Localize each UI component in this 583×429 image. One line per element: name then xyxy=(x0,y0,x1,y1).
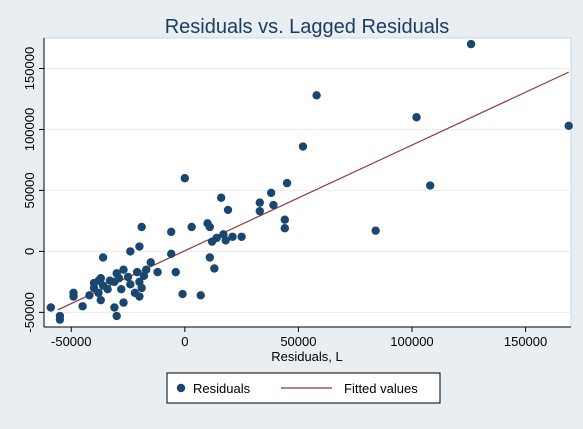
scatter-point-50 xyxy=(126,280,135,289)
scatter-point-39 xyxy=(119,265,128,274)
scatter-point-35 xyxy=(153,267,162,277)
scatter-point-30 xyxy=(167,249,176,259)
scatter-point-13 xyxy=(223,205,233,215)
scatter-point-64 xyxy=(78,302,87,311)
axes: -50000 0 50000 100000 150000 -50000 0 50000 1000… xyxy=(22,38,571,349)
y-tick-label-2: 50000 xyxy=(22,172,37,208)
scatter-point-28 xyxy=(135,242,144,251)
scatter-point-27 xyxy=(207,237,217,246)
scatter-point-58 xyxy=(85,291,94,300)
scatter-point-67 xyxy=(112,311,121,321)
x-tick-label-4: 150000 xyxy=(504,334,547,349)
scatter-point-29 xyxy=(126,247,135,256)
scatter-point-4 xyxy=(298,142,308,151)
scatter-point-38 xyxy=(132,267,142,277)
scatter-point-66 xyxy=(110,303,119,312)
scatter-point-48 xyxy=(110,277,119,287)
scatter-point-26 xyxy=(221,236,230,245)
scatter-point-41 xyxy=(139,271,149,280)
scatter-point-61 xyxy=(196,291,205,300)
x-axis-label: Residuals, L xyxy=(271,349,343,364)
scatter-point-21 xyxy=(167,227,176,237)
scatter-point-60 xyxy=(178,289,187,299)
scatter-point-19 xyxy=(280,224,289,233)
scatter-point-12 xyxy=(269,200,278,210)
scatter-point-0 xyxy=(466,39,476,49)
scatter-point-63 xyxy=(119,298,128,307)
plot-area xyxy=(43,37,572,328)
legend-fitted-label: Fitted values xyxy=(344,381,418,396)
x-tick-label-1: 0 xyxy=(181,334,188,349)
y-tick-label-1: 0 xyxy=(22,248,37,255)
scatter-point-8 xyxy=(282,178,292,188)
scatter-point-54 xyxy=(117,284,126,294)
scatter-point-11 xyxy=(255,198,264,207)
scatter-point-52 xyxy=(137,283,146,293)
x-tick-label-2: 50000 xyxy=(280,334,316,349)
scatter-point-9 xyxy=(266,188,276,198)
scatter-point-1 xyxy=(312,91,321,100)
scatter-point-2 xyxy=(412,113,421,122)
scatter-point-42 xyxy=(123,272,133,282)
scatter-point-24 xyxy=(237,232,246,241)
legend: Residuals Fitted values xyxy=(166,372,441,404)
scatter-point-31 xyxy=(205,253,215,262)
scatter-point-18 xyxy=(187,222,196,232)
scatter-point-62 xyxy=(96,295,105,305)
scatter-point-32 xyxy=(98,253,108,262)
scatter-point-14 xyxy=(255,206,264,216)
y-tick-label-0: -50000 xyxy=(22,292,37,332)
scatter-point-33 xyxy=(146,258,155,267)
x-tick-label-0: -50000 xyxy=(51,334,91,349)
scatter-point-65 xyxy=(46,303,56,312)
scatter-point-34 xyxy=(210,264,219,273)
scatter-point-59 xyxy=(69,292,78,301)
y-tick-label-3: 100000 xyxy=(22,108,37,151)
scatter-point-20 xyxy=(137,222,146,232)
scatter-point-15 xyxy=(280,215,289,224)
y-tick-label-4: 150000 xyxy=(22,47,37,90)
legend-residuals-marker xyxy=(176,383,186,393)
scatter-point-10 xyxy=(216,193,226,202)
scatter-point-36 xyxy=(171,267,180,277)
scatter-points xyxy=(46,39,573,324)
scatter-point-70 xyxy=(135,292,144,301)
scatter-point-69 xyxy=(55,315,65,324)
chart-title: Residuals vs. Lagged Residuals xyxy=(165,16,450,38)
scatter-point-23 xyxy=(228,232,237,241)
scatter-point-17 xyxy=(205,222,215,232)
scatter-point-71 xyxy=(89,283,99,293)
scatter-point-53 xyxy=(103,284,112,294)
legend-residuals-label: Residuals xyxy=(193,381,251,396)
scatter-point-6 xyxy=(371,226,380,235)
scatter-point-5 xyxy=(425,181,435,190)
scatter-point-3 xyxy=(564,121,573,130)
x-tick-label-3: 100000 xyxy=(390,334,433,349)
scatter-point-7 xyxy=(180,174,190,183)
